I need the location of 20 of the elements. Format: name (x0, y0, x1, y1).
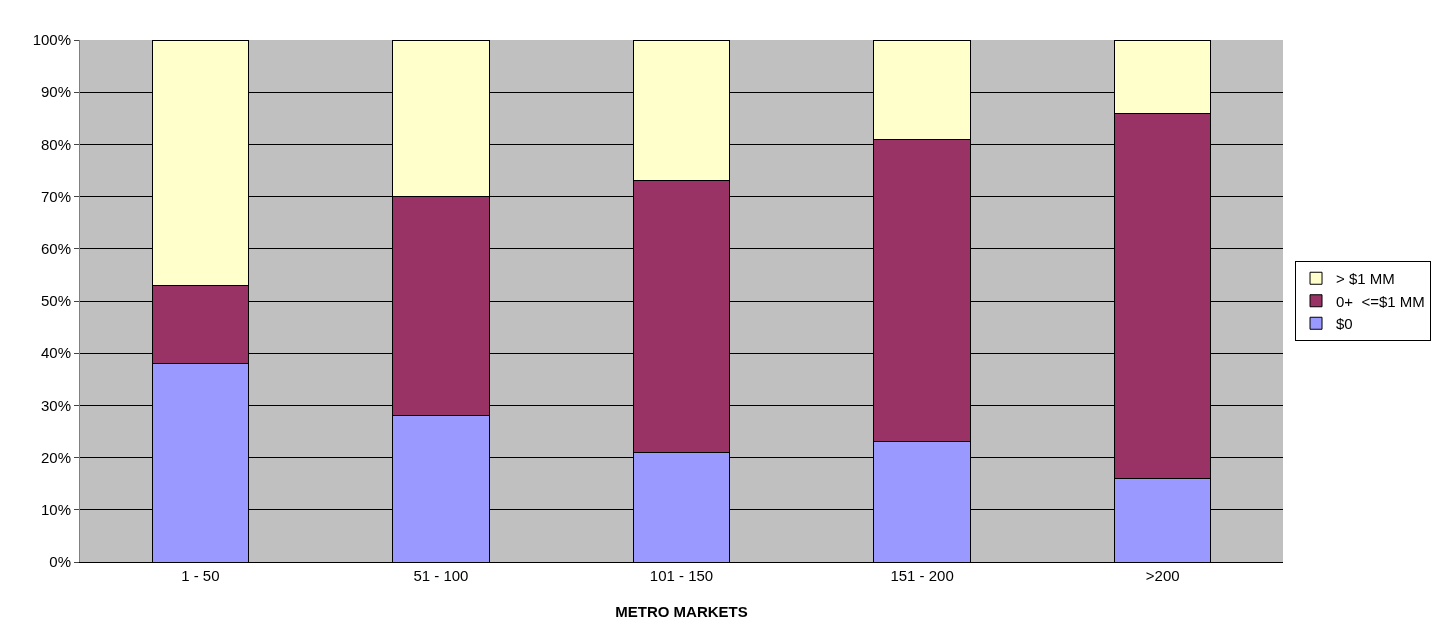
x-tick-label: 151 - 200 (890, 567, 954, 584)
y-tick-label: 70% (40, 187, 71, 205)
x-tick-label: 51 - 100 (413, 567, 469, 584)
y-tick-label: 30% (40, 396, 71, 414)
legend-label: $0 (1336, 315, 1353, 333)
y-tick-label: 90% (40, 83, 71, 101)
y-tick-label: 80% (40, 135, 71, 153)
x-tick-label: >200 (1145, 567, 1180, 584)
y-tick-label: 50% (40, 292, 71, 310)
y-tick-label: 40% (40, 344, 71, 362)
y-tick-label: 60% (40, 240, 71, 258)
legend-label: > $1 MM (1336, 270, 1395, 288)
legend-label: 0+ <=$1 MM (1336, 292, 1425, 310)
x-tick-label: 101 - 150 (649, 567, 714, 584)
y-tick-label: 0% (49, 553, 71, 571)
y-tick-label: 10% (40, 501, 71, 519)
y-tick-label: 20% (40, 448, 71, 466)
x-tick-label: 1 - 50 (181, 567, 220, 584)
x-axis-title: METRO MARKETS (615, 603, 748, 620)
y-tick-label: 100% (32, 31, 71, 49)
